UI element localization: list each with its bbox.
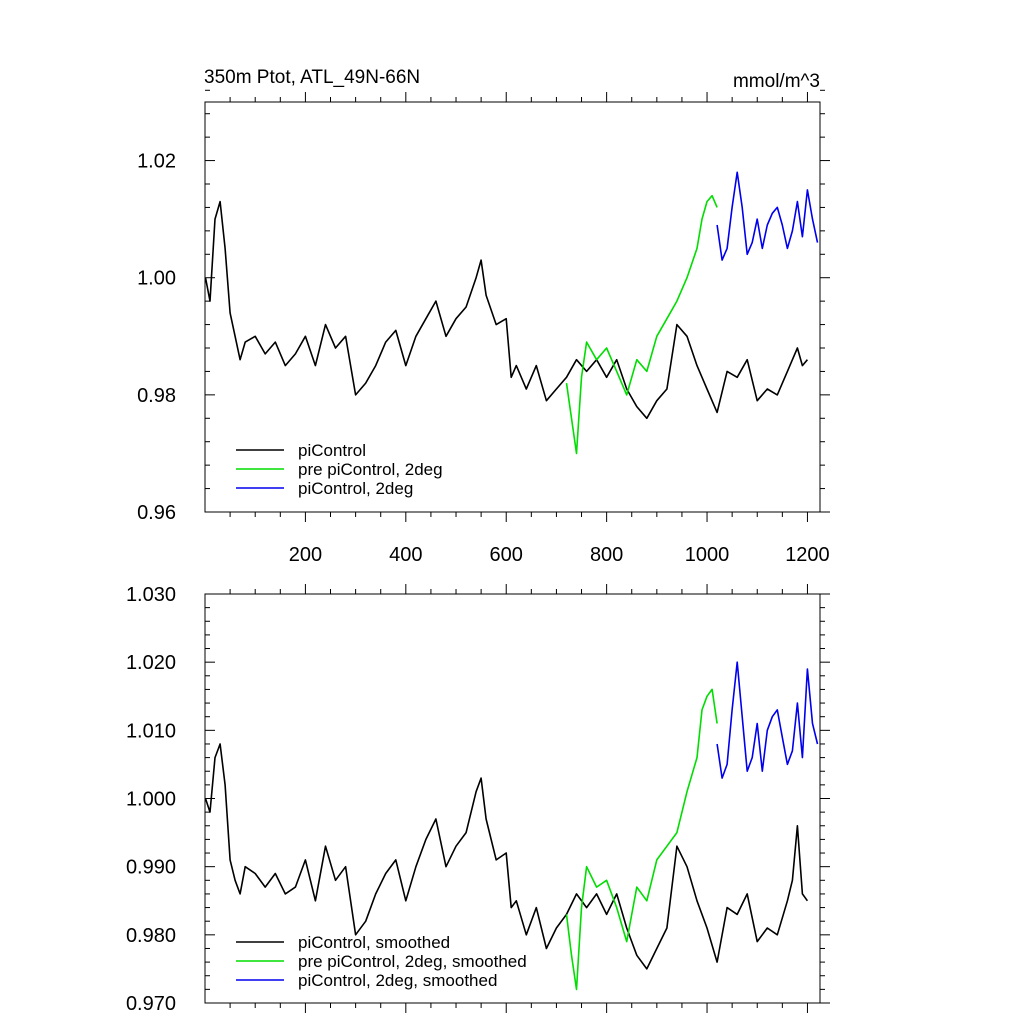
chart-title: 350m Ptot, ATL_49N-66N [204, 67, 420, 88]
y-tick-label: 0.990 [126, 857, 176, 879]
x-tick-label: 1200 [785, 544, 830, 566]
series-line-1 [204, 200, 809, 420]
y-tick-label: 0.980 [126, 925, 176, 947]
y-tick-label: 1.00 [137, 268, 176, 290]
units-label: mmol/m^3 [733, 71, 820, 92]
series-line-1 [204, 743, 809, 970]
top-panel: 200 400 600 800 1000 1200 0.96 0.98 1.00 1.02 piCo… [137, 89, 830, 566]
y-tick-label: 1.010 [126, 720, 176, 742]
x-tick-label: 400 [389, 544, 422, 566]
x-tick-label: 1000 [685, 544, 730, 566]
legend-label: piControl, smoothed [298, 933, 450, 952]
y-tick-label: 0.96 [137, 502, 176, 524]
x-tick-label: 600 [490, 544, 523, 566]
legend-label: pre piControl, 2deg [298, 460, 443, 479]
series-line-2 [565, 194, 718, 455]
legend-label: piControl [298, 441, 366, 460]
y-tick-label: 0.970 [126, 993, 176, 1015]
bottom-panel: 0.970 0.980 0.990 1.000 1.010 1.020 1.030 piCon… [126, 584, 830, 1015]
series-line-2 [565, 688, 718, 991]
legend-label: piControl, 2deg [298, 479, 413, 498]
y-tick-label: 1.030 [126, 584, 176, 606]
y-tick-label: 1.02 [137, 151, 176, 173]
legend-label: piControl, 2deg, smoothed [298, 971, 497, 990]
series-line-3 [716, 661, 819, 779]
x-tick-label: 800 [590, 544, 623, 566]
plot-frame [204, 101, 821, 513]
legend-label: pre piControl, 2deg, smoothed [298, 952, 527, 971]
x-tick-label: 200 [289, 544, 322, 566]
y-tick-label: 0.98 [137, 385, 176, 407]
y-tick-label: 1.000 [126, 789, 176, 811]
y-tick-label: 1.020 [126, 652, 176, 674]
series-line-3 [716, 171, 819, 261]
